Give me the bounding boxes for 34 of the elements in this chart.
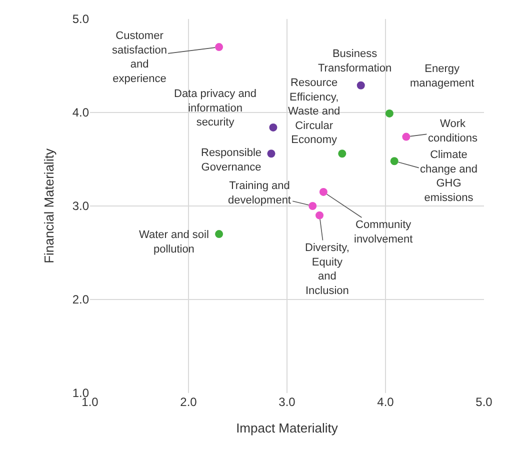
point [402, 132, 410, 141]
annotation: Resource Efficiency, Waste and Circular Economy [288, 77, 340, 146]
annotation: Training and development [228, 180, 291, 206]
point [316, 211, 324, 220]
annotation: Water and soil pollution [139, 229, 209, 256]
point [215, 43, 224, 52]
x-tick-label: 2.0 [180, 395, 198, 409]
annotation: Community involvement [354, 219, 413, 246]
x-tick-label: 5.0 [476, 395, 493, 409]
annotation: Responsible Governance [201, 147, 262, 174]
annotation: Data privacy and information security [174, 88, 257, 129]
point [319, 188, 328, 196]
y-axis-title: Financial Materiality [41, 148, 56, 264]
y-tick-label: 3.0 [72, 199, 90, 214]
x-axis-title: Impact Materiality [236, 420, 338, 436]
annotation: Business Transformation [318, 48, 392, 74]
point [215, 230, 224, 238]
annotation: Diversity, Equity and Inclusion [305, 242, 350, 297]
point [308, 202, 317, 210]
x-tick-label: 4.0 [377, 395, 394, 409]
annotation: Work conditions [428, 118, 478, 144]
point [385, 109, 394, 118]
x-tick-label: 3.0 [278, 395, 296, 409]
y-tick-label: 2.0 [72, 292, 90, 307]
y-tick-label: 5.0 [72, 12, 90, 26]
point [267, 150, 276, 158]
point [338, 150, 346, 158]
point [356, 81, 365, 90]
y-tick-label: 4.0 [72, 106, 90, 120]
point [390, 157, 398, 166]
annotation: Energy management [410, 63, 474, 90]
annotation: Customer satisfaction and experience [112, 30, 168, 85]
annotation: Climate change and GHG emissions [420, 149, 478, 204]
point [269, 123, 278, 132]
